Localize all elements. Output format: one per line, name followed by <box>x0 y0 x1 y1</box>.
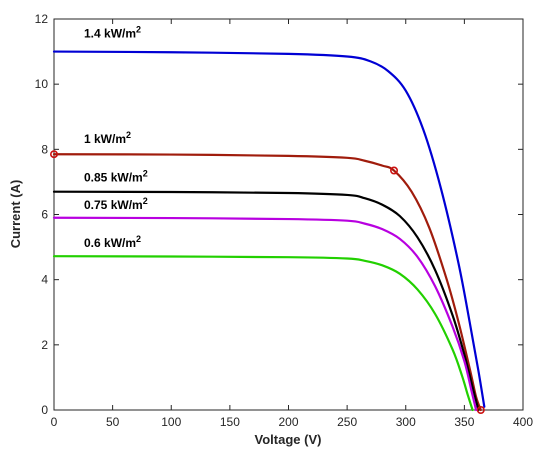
series-label-text: 1 kW/m <box>84 132 126 146</box>
series-label-superscript: 2 <box>136 234 141 244</box>
series-label-text: 1.4 kW/m <box>84 27 136 41</box>
x-tick-label: 300 <box>396 415 416 429</box>
y-axis-ticks: 0 2 4 6 8 10 12 <box>35 12 523 417</box>
x-axis-label: Voltage (V) <box>255 432 322 447</box>
operating-point-marker <box>49 150 58 159</box>
series-line <box>52 190 480 412</box>
series-label-text: 0.85 kW/m <box>84 171 143 185</box>
series-label-superscript: 2 <box>126 130 131 140</box>
x-tick-label: 150 <box>220 415 240 429</box>
y-axis-label: Current (A) <box>8 180 23 249</box>
series-line <box>52 255 474 412</box>
series-label-superscript: 2 <box>136 25 141 35</box>
y-tick-label: 2 <box>41 338 48 352</box>
y-tick-label: 6 <box>41 208 48 222</box>
x-tick-label: 200 <box>278 415 298 429</box>
series-label: 0.6 kW/m2 <box>84 234 141 250</box>
x-tick-label: 250 <box>337 415 357 429</box>
series-line <box>52 216 478 412</box>
series-label: 0.85 kW/m2 <box>84 169 148 185</box>
marker-layer <box>49 150 485 414</box>
series-line <box>52 50 486 408</box>
x-tick-label: 100 <box>161 415 181 429</box>
series-label-layer: 1.4 kW/m21 kW/m20.85 kW/m20.75 kW/m20.6 … <box>84 25 148 251</box>
y-tick-label: 8 <box>41 142 48 156</box>
series-label-text: 0.75 kW/m <box>84 198 143 212</box>
operating-point-marker <box>476 405 485 414</box>
operating-point-marker <box>390 166 399 175</box>
x-tick-label: 0 <box>51 415 58 429</box>
series-label: 1.4 kW/m2 <box>84 25 141 41</box>
y-tick-label: 10 <box>35 77 49 91</box>
series-label-superscript: 2 <box>143 196 148 206</box>
series-label: 1 kW/m2 <box>84 130 131 146</box>
x-tick-label: 350 <box>454 415 474 429</box>
y-tick-label: 0 <box>41 403 48 417</box>
x-axis-ticks: 0 50 100 150 200 250 300 350 400 <box>51 19 533 429</box>
x-tick-label: 50 <box>106 415 120 429</box>
series-label-text: 0.6 kW/m <box>84 236 136 250</box>
y-tick-label: 12 <box>35 12 49 26</box>
plot-area <box>53 18 524 411</box>
series-label-superscript: 2 <box>143 169 148 179</box>
series-label: 0.75 kW/m2 <box>84 196 148 212</box>
y-tick-label: 4 <box>41 273 48 287</box>
x-tick-label: 400 <box>513 415 533 429</box>
